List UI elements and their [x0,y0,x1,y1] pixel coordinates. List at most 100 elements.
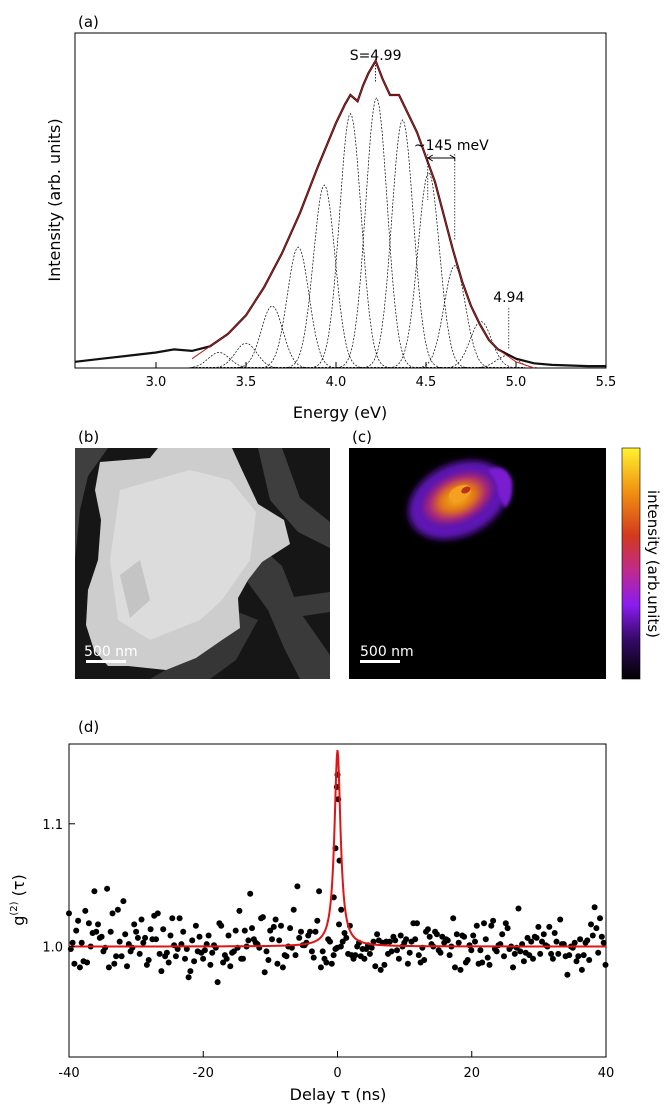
data-point [425,926,431,932]
data-point [584,937,590,943]
data-point [242,928,248,934]
data-point [566,952,572,958]
data-point [104,886,110,892]
panel-b: (b) 500 nm [75,428,330,679]
data-point [113,953,119,959]
x-tick-label: 0 [333,1066,341,1081]
data-point [200,956,206,962]
panel-d-label: (d) [78,718,99,736]
data-point [592,904,598,910]
data-point [273,917,279,923]
data-point [158,968,164,974]
data-point [137,951,143,957]
data-point [276,937,282,943]
data-point [197,934,203,940]
data-point [427,934,433,940]
data-point [99,934,105,940]
y-axis-title-d: g(2) (τ) [9,874,28,926]
data-point [445,937,451,943]
data-point [581,952,587,958]
data-point [575,953,581,959]
data-point [160,926,166,932]
x-tick-label: 20 [463,1066,480,1081]
x-tick-label: 5.0 [506,375,527,390]
data-point [260,914,266,920]
data-point [111,961,117,967]
data-point [472,939,478,945]
data-point [369,945,375,951]
data-point [490,918,496,924]
data-point [124,963,130,969]
data-point [119,953,125,959]
data-point [316,888,322,894]
data-point [465,957,471,963]
data-point [218,923,224,929]
data-point [537,951,543,957]
x-tick-label: 3.0 [146,375,167,390]
panel-c-label: (c) [352,428,372,446]
y-tick-label: 1.0 [42,941,63,956]
x-tick-label: -40 [58,1066,79,1081]
panel-d: (d) -40 -20 0 20 40 1.01.1 Delay τ (ns) g(2)… [9,718,614,1104]
data-point [77,964,83,970]
data-point [552,930,558,936]
data-point [479,960,485,966]
data-point [311,955,317,961]
data-point [483,936,489,942]
data-point [70,940,76,946]
data-point [450,915,456,921]
data-point [115,907,121,913]
data-point [555,951,561,957]
data-point [586,957,592,963]
data-point [249,925,255,931]
data-point [421,957,427,963]
data-point [284,953,290,959]
data-point [530,956,536,962]
data-point [265,957,271,963]
data-point [534,935,540,941]
data-point [458,967,464,973]
data-point [550,956,556,962]
data-point [120,898,126,904]
data-point [403,936,409,942]
annotation-spacing: ~145 meV [414,138,489,154]
data-point [79,940,85,946]
data-point [287,925,293,931]
data-point [416,952,422,958]
data-point [372,963,378,969]
data-point [187,968,193,974]
data-point [291,907,297,913]
data-point [599,934,605,940]
x-tick-label: 3.5 [236,375,257,390]
data-point [601,940,607,946]
data-point [564,972,570,978]
data-point [394,947,400,953]
data-point [293,952,299,958]
data-point [452,964,458,970]
panel-b-label: (b) [78,428,99,446]
colorbar-label: intensity (arb.units) [644,490,662,638]
data-point [407,950,413,956]
scale-bar-label-b: 500 nm [84,644,138,660]
data-point [313,929,319,935]
data-point [499,931,505,937]
data-point [327,939,333,945]
data-point [135,935,141,941]
y-axis-title: Intensity (arb. units) [45,118,64,281]
data-point [593,925,599,931]
data-point [528,939,534,945]
data-point [374,931,380,937]
data-point [224,956,230,962]
data-point [71,961,77,967]
data-point [164,950,170,956]
data-point [202,947,208,953]
data-point [168,933,174,939]
panel-d-frame [69,744,606,1057]
data-point [294,883,300,889]
data-point [75,918,81,924]
data-point [207,962,213,968]
data-point [554,939,560,945]
data-point [155,910,161,916]
data-point [296,935,302,941]
